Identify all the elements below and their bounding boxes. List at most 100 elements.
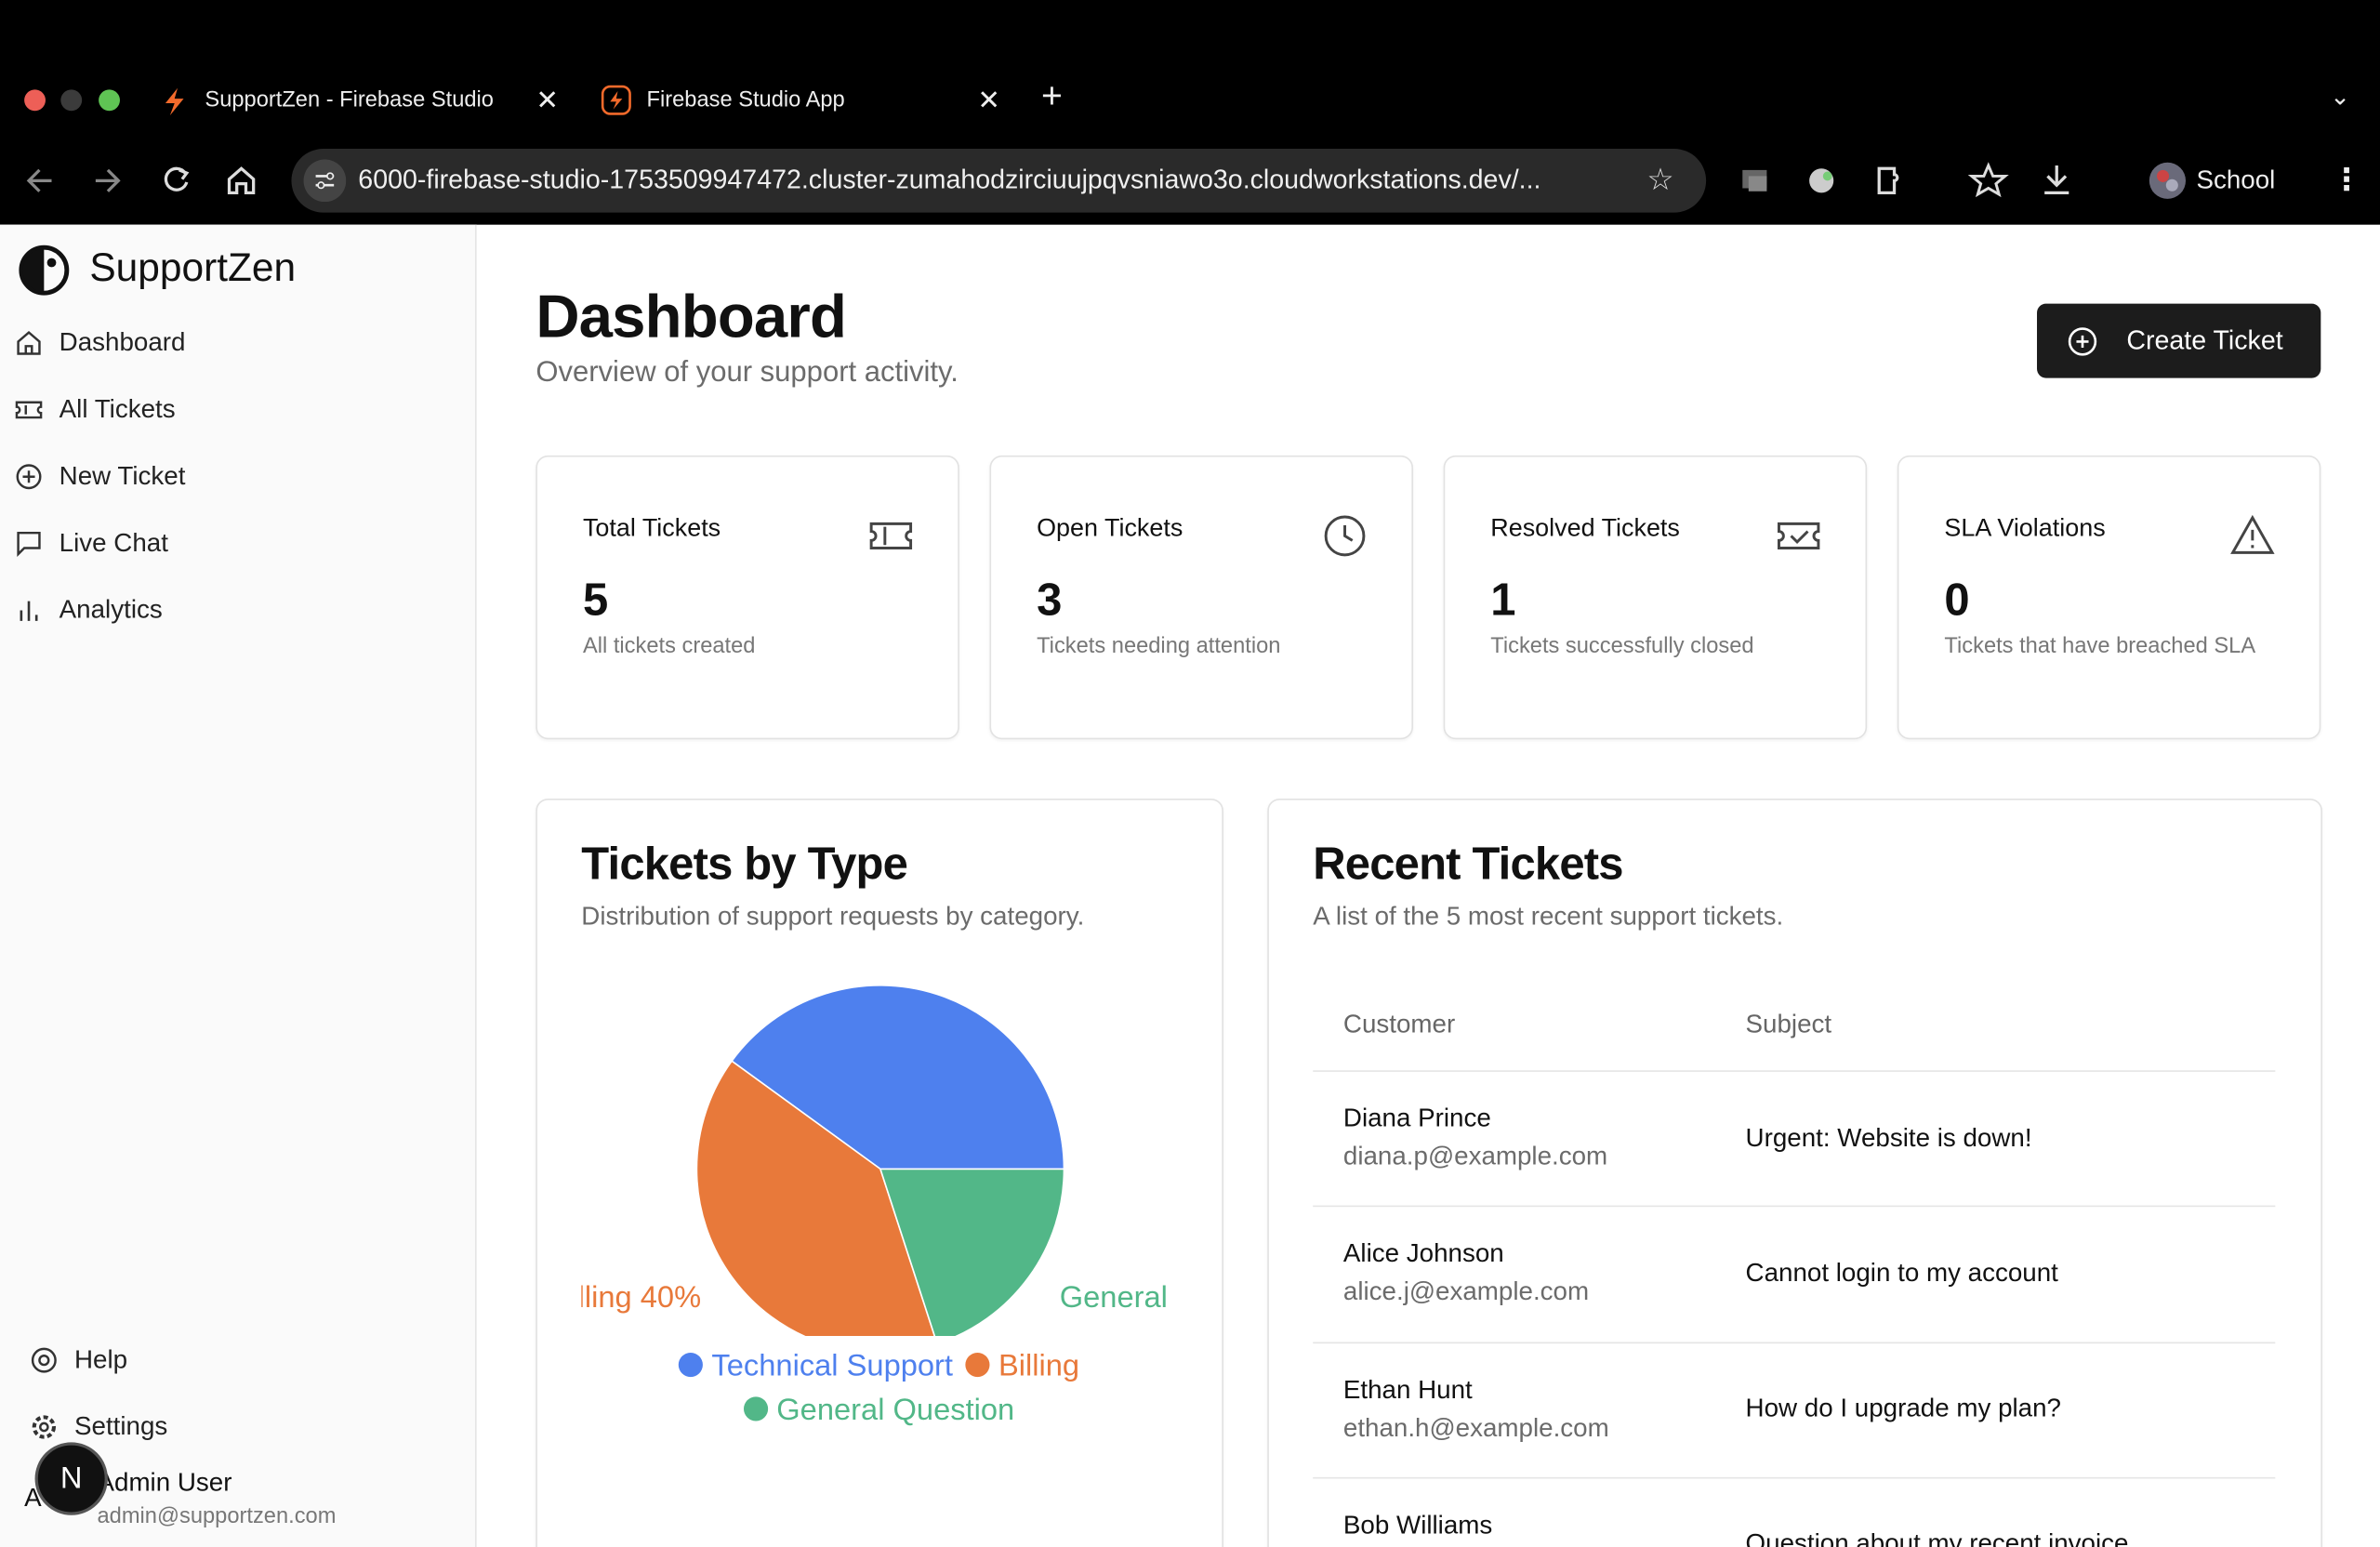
customer-email: alice.j@example.com [1342,1276,1590,1306]
new-tab[interactable]: + [1040,75,1063,117]
pie-slice [879,1168,1065,1337]
stat-note: All tickets created [582,634,756,659]
stat-label: SLA Violations [1944,514,2106,542]
dev-badge[interactable]: N [34,1442,108,1515]
nav-buttons[interactable] [21,161,280,200]
customer-name: Alice Johnson [1342,1238,1504,1268]
profile-name[interactable]: School [2196,165,2276,195]
legend-item[interactable]: Billing [965,1350,1079,1383]
pie-slice [695,1060,936,1337]
button-icon [2068,327,2097,356]
tab-icon [601,85,631,115]
tab-title: Firebase Studio App [646,87,845,112]
address-bar[interactable]: 6000-firebase-studio-1753509947472.clust… [291,149,1707,213]
stat-icon [1777,522,1820,549]
customer-name: Ethan Hunt [1342,1375,1473,1405]
brand-name: SupportZen [89,244,297,290]
nav-item[interactable]: New Ticket [59,461,186,491]
chart-subtitle: Distribution of support requests by cate… [581,901,1085,932]
ticket-subject[interactable]: Cannot login to my account [1745,1258,2058,1288]
row-divider [1313,1070,2276,1072]
stat-value: 1 [1490,575,1516,626]
customer-email: ethan.h@example.com [1342,1413,1609,1443]
stat-icon [869,522,913,549]
nav-icon [15,401,43,419]
recent-subtitle: A list of the 5 most recent support tick… [1313,901,1784,932]
window-controls [24,89,120,112]
create-ticket-button[interactable]: Create Ticket [2037,303,2321,378]
nav-icon [16,464,42,490]
pie-slice [730,984,1065,1170]
recent-title: Recent Tickets [1313,840,1623,890]
legend-item[interactable]: General Question [743,1394,1014,1427]
page-title: Dashboard [536,284,847,351]
tab-close[interactable]: ✕ [977,85,1001,116]
slice-label: Billing 40% [581,1279,701,1314]
page-subtitle: Overview of your support activity. [536,356,959,390]
nav-icon [32,1415,56,1439]
url: 6000-firebase-studio-1753509947472.clust… [358,164,1541,195]
stat-note: Tickets successfully closed [1490,634,1754,659]
row-divider [1313,1476,2276,1479]
legend-swatch [743,1396,768,1421]
customer-name: Diana Prince [1342,1104,1491,1133]
brand-logo [19,245,70,296]
tab-close[interactable]: ✕ [536,85,559,116]
tab-title: SupportZen - Firebase Studio [205,87,494,112]
stat-card: Resolved Tickets 1 Tickets successfully … [1443,455,1868,740]
nav-item[interactable]: Analytics [59,595,163,625]
nav-icon [31,1347,57,1373]
nav-item[interactable]: All Tickets [59,394,176,424]
tab[interactable]: Firebase Studio App ✕ [601,67,1012,134]
ticket-subject[interactable]: Urgent: Website is down! [1745,1123,2032,1153]
browser-chrome: SupportZen - Firebase Studio ✕ Firebase … [0,0,2380,225]
profile-avatar[interactable] [2148,161,2187,200]
sidebar: SupportZen Dashboard All Tickets New Tic… [0,224,477,1547]
column-header: Subject [1745,1009,1832,1038]
user-name: Admin User [97,1468,232,1498]
stat-icon [2230,514,2275,554]
ticket-subject[interactable]: Question about my recent invoice [1745,1528,2129,1547]
stat-note: Tickets that have breached SLA [1944,634,2256,659]
stat-label: Open Tickets [1037,514,1183,542]
nav-icon [17,331,41,355]
chart-title: Tickets by Type [581,840,908,890]
extensions[interactable] [1738,161,2087,200]
browser-menu[interactable]: ⋮ [2331,164,2362,198]
stat-card: Open Tickets 3 Tickets needing attention [989,455,1413,740]
stat-note: Tickets needing attention [1037,634,1281,659]
stat-label: Total Tickets [582,514,721,542]
tab[interactable]: SupportZen - Firebase Studio ✕ [161,67,571,134]
nav-item[interactable]: Settings [73,1411,168,1441]
legend: Technical Support Billing General Question [581,1345,1176,1434]
stat-card: Total Tickets 5 All tickets created [536,455,959,740]
nav-item[interactable]: Live Chat [59,528,168,558]
legend-item[interactable]: Technical Support [678,1349,953,1383]
slice-label: General Question 20% [1060,1279,1169,1314]
customer-email: diana.p@example.com [1342,1141,1608,1171]
legend-label: Billing [998,1349,1080,1383]
tab-menu[interactable]: ⌄ [2330,85,2351,112]
legend-swatch [965,1352,990,1378]
button-label: Create Ticket [2126,324,2283,356]
column-header: Customer [1342,1009,1456,1038]
nav-item[interactable]: Dashboard [59,327,186,357]
stat-icon [1324,515,1366,557]
customer-name: Bob Williams [1342,1510,1493,1540]
nav-icon [17,531,41,557]
ticket-subject[interactable]: How do I upgrade my plan? [1745,1394,2061,1423]
stat-value: 0 [1944,575,1970,626]
nav-icon [20,601,38,621]
row-divider [1313,1342,2276,1344]
pie-chart: Billing 40% General Question 20% [581,984,1169,1337]
nav-item[interactable]: Help [73,1344,128,1374]
stat-value: 5 [582,575,609,626]
legend-label: Technical Support [711,1349,953,1383]
tab-icon [165,87,184,116]
legend-label: General Question [776,1394,1015,1427]
bookmark-star[interactable]: ☆ [1646,164,1674,198]
row-divider [1313,1205,2276,1208]
site-info[interactable] [303,159,347,203]
